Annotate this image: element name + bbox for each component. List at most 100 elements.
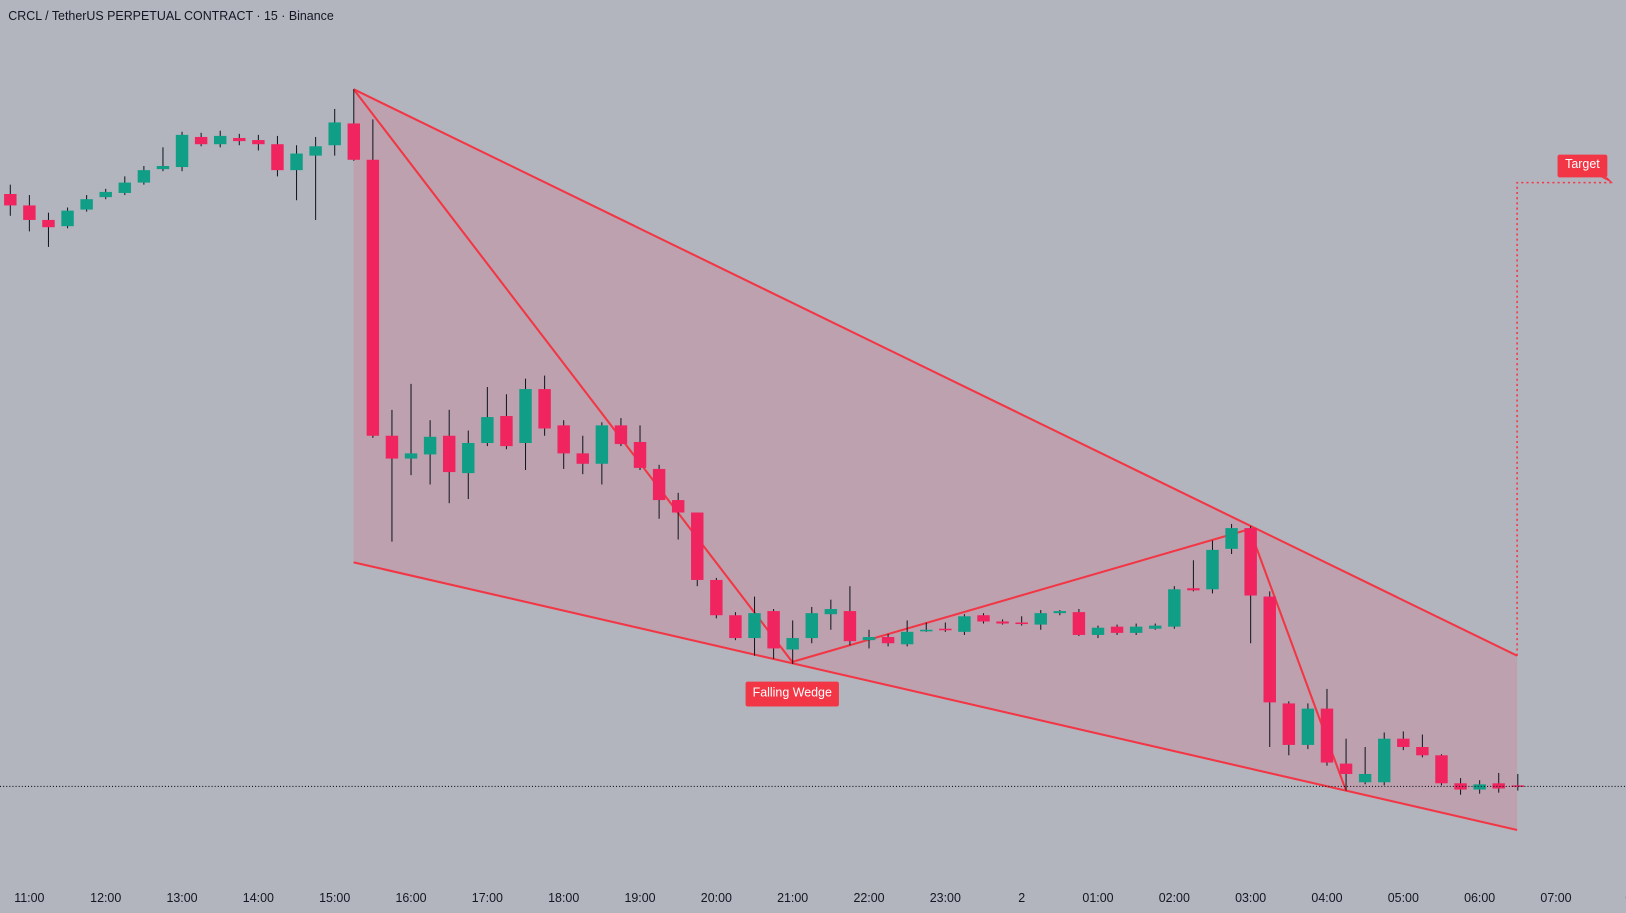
pattern-label: Falling Wedge bbox=[745, 681, 839, 707]
x-tick-label: 14:00 bbox=[243, 891, 274, 905]
candle-body bbox=[1168, 589, 1181, 627]
candle-body bbox=[118, 182, 132, 193]
x-tick-label: 15:00 bbox=[319, 891, 350, 905]
candle-body bbox=[1034, 613, 1047, 625]
candle-body bbox=[233, 137, 246, 142]
x-tick-label: 05:00 bbox=[1388, 891, 1419, 905]
candle-body bbox=[366, 159, 380, 436]
candle-body bbox=[710, 579, 723, 616]
candle-body bbox=[767, 611, 780, 649]
chart-title: CRCL / TetherUS PERPETUAL CONTRACT · 15 … bbox=[8, 9, 334, 23]
candle-body bbox=[1244, 528, 1257, 596]
candle-body bbox=[671, 500, 685, 513]
wedge-lower-line bbox=[353, 561, 1518, 832]
candle-body bbox=[42, 219, 55, 228]
candle-body bbox=[576, 453, 589, 464]
candle-body bbox=[1053, 611, 1067, 614]
wave-line bbox=[352, 88, 1347, 791]
x-tick-label: 2 bbox=[1018, 891, 1025, 905]
candle-body bbox=[290, 153, 303, 171]
candle-body bbox=[99, 191, 112, 198]
candle-body bbox=[1339, 763, 1353, 774]
candle-body bbox=[1206, 549, 1219, 590]
candle-body bbox=[881, 637, 895, 644]
x-tick-label: 17:00 bbox=[472, 891, 503, 905]
x-tick-label: 11:00 bbox=[14, 891, 44, 905]
x-tick-label: 04:00 bbox=[1311, 891, 1342, 905]
x-tick-label: 21:00 bbox=[777, 891, 808, 905]
candle-body bbox=[920, 629, 933, 632]
time-axis: 11:00 12:00 13:00 14:00 15:00 16:00 17:00 18:00… bbox=[14, 891, 1626, 905]
candle-body bbox=[633, 441, 647, 468]
candle-body bbox=[385, 435, 399, 459]
wedge-drawing bbox=[352, 88, 1613, 832]
candle-body bbox=[1397, 738, 1410, 747]
target-pointer bbox=[1601, 177, 1614, 184]
candle-body bbox=[786, 638, 799, 650]
x-tick-label: 01:00 bbox=[1082, 891, 1113, 905]
candle-body bbox=[347, 123, 361, 160]
x-tick-label: 06:00 bbox=[1464, 891, 1495, 905]
candle-body bbox=[1511, 785, 1525, 787]
x-tick-label: 07:00 bbox=[1540, 891, 1571, 905]
candle-body bbox=[1282, 703, 1296, 745]
candle-body bbox=[4, 194, 17, 206]
candle-body bbox=[977, 615, 990, 622]
candle-body bbox=[614, 425, 628, 445]
candle-body bbox=[1187, 588, 1200, 591]
candle-body bbox=[1129, 626, 1143, 633]
candle-body bbox=[156, 166, 170, 170]
candle-body bbox=[1301, 708, 1315, 745]
x-tick-label: 23:00 bbox=[930, 891, 961, 905]
candle-body bbox=[61, 210, 74, 227]
candle-body bbox=[1320, 708, 1334, 763]
candle-body bbox=[862, 637, 876, 641]
candle-body bbox=[1225, 528, 1238, 549]
candle-body bbox=[843, 611, 857, 642]
candle-body bbox=[691, 512, 704, 580]
candle-body bbox=[1015, 622, 1028, 625]
candle-body bbox=[23, 205, 36, 220]
wedge-upper-line bbox=[353, 88, 1518, 657]
candle-body bbox=[1358, 773, 1372, 783]
candle-body bbox=[1110, 626, 1124, 633]
candle-body bbox=[824, 609, 838, 615]
candle-body bbox=[1378, 738, 1391, 783]
candle-body bbox=[500, 416, 513, 447]
candle-body bbox=[1454, 783, 1467, 790]
target-label-box bbox=[1557, 154, 1608, 178]
candles bbox=[0, 89, 1626, 795]
candle-body bbox=[271, 144, 284, 171]
x-tick-label: 03:00 bbox=[1235, 891, 1266, 905]
x-tick-label: 12:00 bbox=[90, 891, 121, 905]
candle-body bbox=[404, 453, 418, 459]
candle-body bbox=[137, 170, 151, 183]
pattern-label-text: Falling Wedge bbox=[753, 685, 832, 699]
candle-body bbox=[1072, 612, 1086, 635]
x-tick-label: 18:00 bbox=[548, 891, 579, 905]
candle-body bbox=[309, 146, 322, 156]
candle-body bbox=[595, 425, 609, 464]
pattern-label-box bbox=[745, 681, 839, 707]
candle-body bbox=[958, 616, 971, 632]
target-label-text: Target bbox=[1565, 157, 1600, 171]
wedge-fill bbox=[353, 89, 1518, 831]
candle-body bbox=[748, 613, 761, 639]
candle-body bbox=[557, 425, 570, 454]
candle-body bbox=[194, 136, 208, 145]
target-label: Target bbox=[1557, 154, 1614, 184]
candle-body bbox=[1263, 596, 1276, 703]
candle-body bbox=[519, 389, 532, 444]
candle-body bbox=[175, 134, 189, 168]
x-tick-label: 20:00 bbox=[701, 891, 732, 905]
candle-body bbox=[652, 468, 666, 501]
candle-body bbox=[900, 631, 914, 645]
candle-body bbox=[729, 615, 742, 639]
candle-body bbox=[1492, 783, 1505, 789]
candle-body bbox=[423, 436, 437, 455]
candle-body bbox=[481, 417, 494, 444]
candle-body bbox=[538, 389, 551, 429]
x-tick-label: 13:00 bbox=[166, 891, 197, 905]
